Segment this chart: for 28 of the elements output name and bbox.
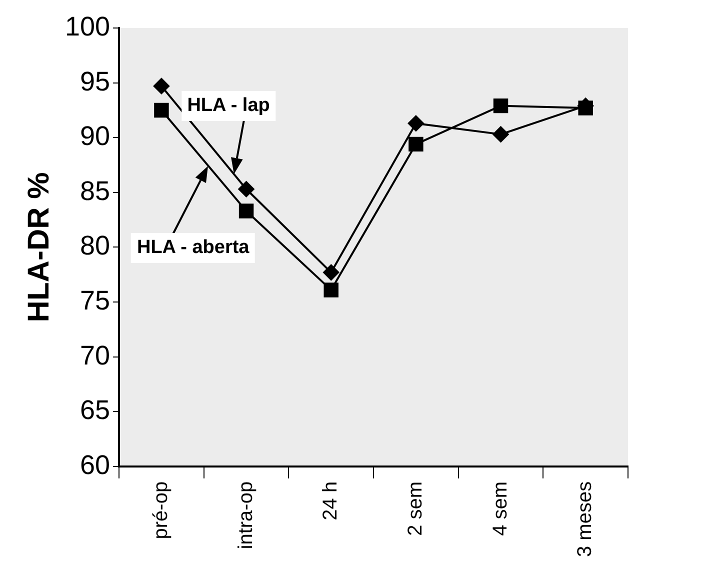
point [153,78,170,94]
x-tick-label: 24 h [320,481,342,520]
y-axis-title: HLA-DR % [22,172,56,322]
x-tick-label: intra-op [234,481,257,550]
point [408,115,424,132]
y-tick-label: 90 [80,121,110,152]
point [323,264,340,280]
series-label: HLA - lap [181,90,276,121]
y-tick-label: 65 [80,395,110,426]
y-tick-label: 85 [80,176,110,206]
x-tick-label: 4 sem [489,481,512,536]
y-tick-label: 80 [80,230,110,261]
x-tick-label: 3 meses [574,481,596,558]
point [492,126,509,142]
y-tick-label: 70 [80,340,110,370]
x-tick-label: 2 sem [404,481,426,536]
point [238,204,254,218]
point [238,181,254,198]
point [324,282,338,298]
y-tick-label: 100 [64,11,110,42]
point [154,102,169,118]
y-tick-label: 60 [80,450,110,480]
y-tick-label: 75 [80,285,110,316]
series-label: HLA - aberta [130,232,256,263]
y-tick-label: 95 [80,66,110,96]
point [408,136,424,152]
point [493,98,508,114]
x-tick-label: pré-op [150,481,172,540]
